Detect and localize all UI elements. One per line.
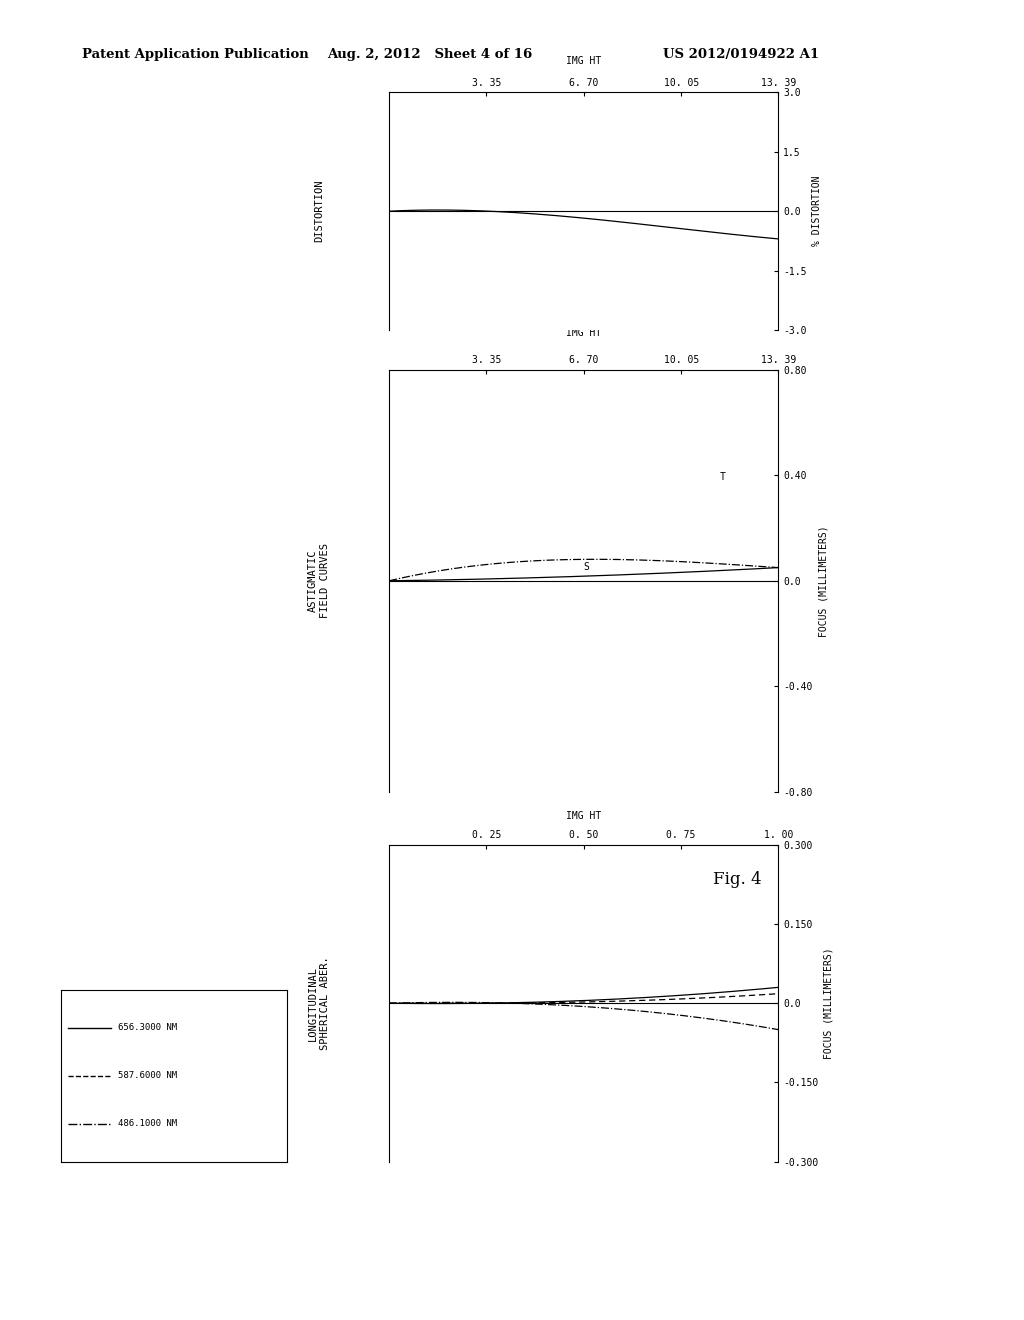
Text: T: T [720,473,726,483]
Text: IMG HT: IMG HT [566,812,601,821]
Text: Fig. 4: Fig. 4 [713,871,762,888]
Text: IMG HT: IMG HT [566,327,601,338]
Text: Patent Application Publication: Patent Application Publication [82,48,308,61]
Y-axis label: % DISTORTION: % DISTORTION [812,176,822,247]
Text: 656.3000 NM: 656.3000 NM [118,1023,177,1032]
Text: DISTORTION: DISTORTION [314,180,324,243]
Text: ASTIGMATIC
FIELD CURVES: ASTIGMATIC FIELD CURVES [308,544,330,618]
Text: 587.6000 NM: 587.6000 NM [118,1072,177,1080]
Y-axis label: FOCUS (MILLIMETERS): FOCUS (MILLIMETERS) [824,948,834,1059]
Text: S: S [584,562,590,573]
Y-axis label: FOCUS (MILLIMETERS): FOCUS (MILLIMETERS) [818,525,828,636]
Text: IMG HT: IMG HT [566,55,601,66]
Text: 486.1000 NM: 486.1000 NM [118,1119,177,1129]
Text: Aug. 2, 2012   Sheet 4 of 16: Aug. 2, 2012 Sheet 4 of 16 [328,48,532,61]
Text: US 2012/0194922 A1: US 2012/0194922 A1 [664,48,819,61]
Text: LONGITUDINAL
SPHERICAL ABER.: LONGITUDINAL SPHERICAL ABER. [308,956,330,1051]
